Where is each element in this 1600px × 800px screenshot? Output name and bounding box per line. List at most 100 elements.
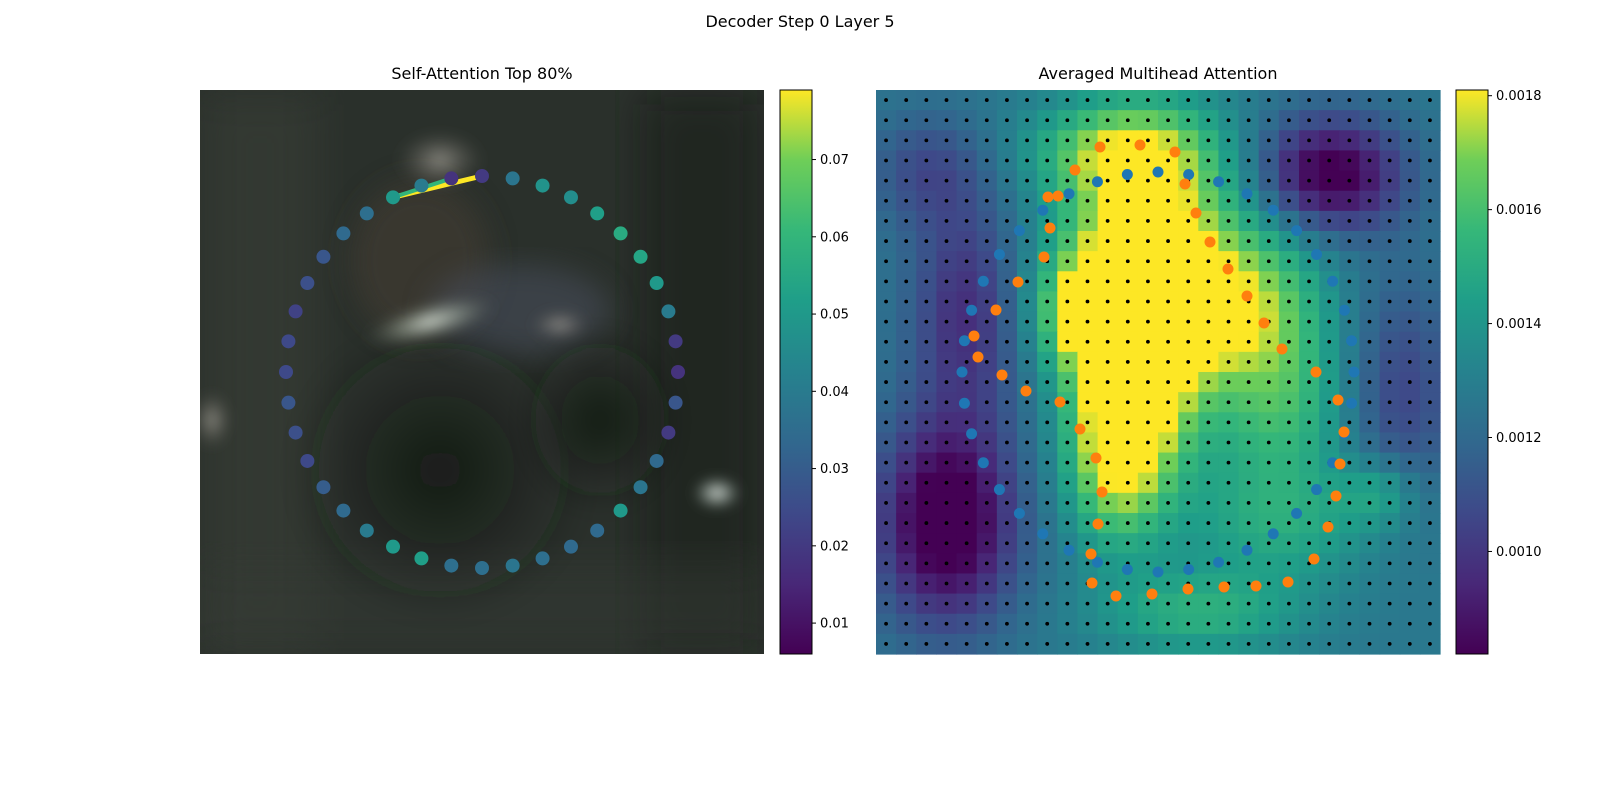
right-axes-title: Averaged Multihead Attention (1038, 64, 1278, 83)
grid-point (924, 621, 929, 626)
orange-point (1334, 458, 1346, 470)
grid-point (964, 138, 969, 143)
attention-point (444, 558, 459, 573)
attention-point (414, 551, 429, 566)
grid-point (1287, 621, 1291, 626)
grid-point (1307, 259, 1311, 264)
grid-point (1105, 118, 1110, 123)
grid-point (1146, 601, 1150, 606)
grid-point (1125, 279, 1130, 284)
attention-point (475, 561, 489, 575)
grid-point (1085, 198, 1090, 203)
grid-point (1146, 360, 1150, 364)
grid-point (1186, 541, 1191, 546)
grid-point (1206, 420, 1211, 425)
grid-point (1246, 279, 1251, 284)
grid-point (1186, 279, 1191, 284)
grid-point (1105, 319, 1110, 324)
grid-point (1206, 601, 1211, 606)
grid-point (1085, 521, 1090, 525)
grid-point (1387, 198, 1392, 203)
grid-point (1327, 239, 1332, 243)
attention-point (316, 480, 331, 495)
grid-point (1407, 400, 1412, 405)
blue-point (1346, 397, 1358, 409)
grid-point (984, 319, 989, 324)
grid-point (1125, 521, 1130, 525)
grid-point (1186, 380, 1191, 384)
attention-point (613, 503, 628, 518)
grid-point (1025, 480, 1029, 485)
grid-point (1407, 601, 1412, 606)
grid-point (1407, 581, 1412, 586)
grid-point (1226, 178, 1231, 183)
grid-point (964, 279, 969, 284)
grid-point (1347, 178, 1352, 183)
grid-point (1407, 198, 1412, 203)
grid-point (1327, 581, 1332, 586)
attention-point (316, 249, 331, 264)
grid-point (1266, 621, 1271, 626)
grid-point (1125, 400, 1130, 405)
grid-point (1287, 561, 1291, 566)
grid-point (944, 138, 949, 143)
grid-point (884, 561, 888, 566)
grid-point (964, 642, 969, 646)
grid-point (1307, 360, 1311, 364)
grid-point (964, 561, 969, 566)
blue-point (1063, 544, 1075, 556)
grid-point (1407, 118, 1412, 123)
grid-point (1367, 98, 1372, 102)
orange-point (1338, 426, 1350, 438)
grid-point (1387, 259, 1392, 264)
grid-point (1287, 460, 1291, 465)
orange-point (1085, 548, 1097, 560)
grid-point (1327, 561, 1332, 566)
attention-point (444, 171, 459, 186)
grid-point (1428, 420, 1432, 425)
grid-point (1226, 98, 1231, 102)
grid-point (1327, 158, 1332, 163)
grid-point (944, 158, 949, 163)
grid-point (904, 581, 909, 586)
attention-point (359, 523, 374, 538)
blue-point-series (956, 166, 1360, 578)
grid-point (884, 98, 888, 102)
grid-point (1428, 178, 1432, 183)
grid-point (1347, 380, 1352, 384)
grid-point (1206, 380, 1211, 384)
blue-point (958, 397, 970, 409)
grid-point (1045, 299, 1050, 304)
grid-point (1206, 581, 1211, 586)
grid-point (1367, 299, 1372, 304)
grid-point (1307, 621, 1311, 626)
grid-point (1327, 138, 1332, 143)
grid-point (944, 400, 949, 405)
colorbar-tick-label: 0.0018 (1496, 89, 1542, 104)
grid-point (1065, 621, 1070, 626)
grid-point (1085, 642, 1090, 646)
grid-point (1246, 380, 1251, 384)
grid-point (1085, 601, 1090, 606)
grid-point (944, 299, 949, 304)
attention-point (590, 523, 605, 538)
grid-point (1125, 420, 1130, 425)
grid-point (904, 219, 909, 223)
grid-point (1428, 621, 1432, 626)
blue-point (1291, 507, 1303, 519)
grid-point (964, 621, 969, 626)
grid-point (1407, 98, 1412, 102)
grid-point (1105, 279, 1110, 284)
grid-point (1428, 400, 1432, 405)
grid-point (1428, 299, 1432, 304)
grid-point (1407, 460, 1412, 465)
attention-point (505, 171, 520, 186)
attention-point (633, 249, 648, 264)
blue-point (1311, 484, 1323, 496)
attention-point (359, 206, 374, 221)
attention-point (661, 425, 676, 440)
grid-point (884, 440, 888, 445)
grid-point (984, 339, 989, 344)
grid-point (1025, 621, 1029, 626)
attention-point (288, 425, 303, 440)
